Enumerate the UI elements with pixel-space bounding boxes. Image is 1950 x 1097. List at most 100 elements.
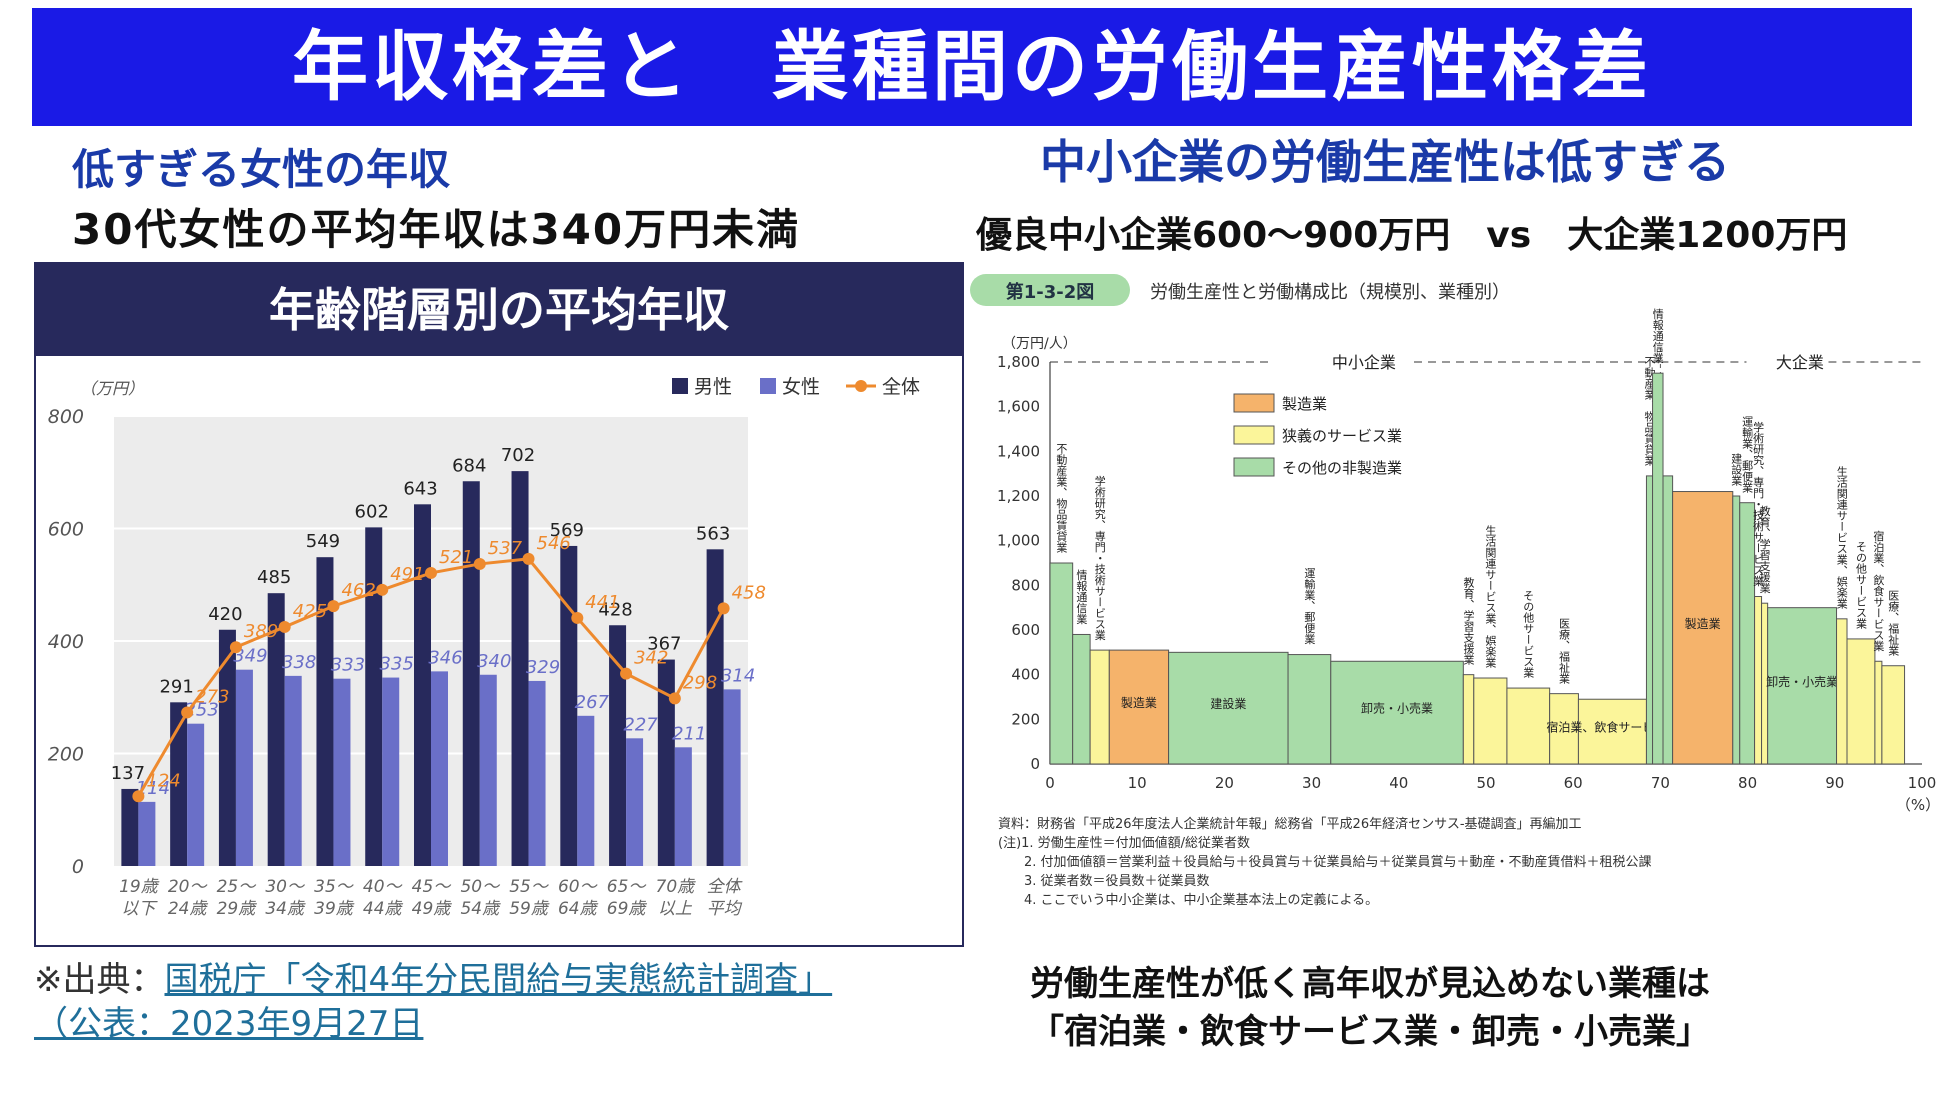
segment-label: 宿泊業、飲食サービス業: [1546, 720, 1678, 735]
segment-label: 情報通信業: [1075, 569, 1088, 624]
segment-label: 生活関連サービス業、娯楽業: [1835, 465, 1848, 609]
point-total: [425, 566, 437, 579]
y-tick-label: 200: [1011, 710, 1040, 728]
data-label-male: 684: [452, 455, 486, 476]
data-label-total: 441: [585, 592, 619, 613]
y-tick-label: 1,200: [997, 487, 1040, 505]
group-label-bg: [1269, 348, 1410, 376]
legend-label-female: 女性: [782, 376, 820, 398]
data-label-male: 563: [696, 523, 730, 544]
data-label-female: 211: [672, 723, 706, 744]
x-tick-label: 49歳: [412, 899, 453, 919]
y-tick-label: 1,000: [997, 532, 1040, 550]
income-chart-panel: 年齢階層別の平均年収 0 200 400 600 800 （万円） 137 114 19歳 以下 2…: [34, 262, 964, 947]
x-tick-label: 60～: [558, 877, 599, 897]
segment-bar: [1836, 618, 1848, 765]
segment-bar: [1287, 654, 1332, 765]
data-label-male: 367: [647, 634, 681, 655]
bar-male: [218, 629, 236, 866]
bar-male: [267, 593, 285, 866]
data-label-total: 273: [195, 686, 229, 707]
bar-female: [479, 674, 497, 866]
bar-male: [560, 545, 578, 866]
title-bar: 年収格差と 業種間の労働生産性格差: [32, 8, 1912, 126]
data-label-total: 124: [146, 770, 180, 791]
segment-label: 製造業: [1685, 617, 1721, 631]
income-chart-header: 年齢階層別の平均年収: [36, 264, 962, 356]
data-label-total: 546: [537, 533, 571, 554]
data-label-total: 389: [244, 621, 278, 642]
segment-bar: [1049, 562, 1074, 765]
point-total: [717, 602, 730, 615]
data-label-female: 349: [233, 646, 267, 667]
y-tick-label: 600: [1011, 621, 1040, 639]
bar-female: [626, 738, 644, 866]
y-tick-label: 800: [48, 406, 84, 428]
data-label-female: 340: [477, 651, 511, 672]
x-tick-label: 以上: [658, 899, 693, 919]
y-tick-label: 0: [72, 856, 84, 878]
group-label-bg: [1746, 348, 1829, 376]
bar-male: [316, 557, 334, 866]
bar-male: [609, 625, 627, 866]
segment-bar: [1462, 674, 1475, 765]
left-heading: 低すぎる女性の年収: [72, 145, 451, 194]
bar-female: [333, 678, 351, 866]
data-label-male: 291: [159, 676, 193, 697]
figure-label: 第1-3-2図: [1006, 281, 1095, 303]
segment-label: 卸売・小売業: [1361, 701, 1433, 716]
note-line: 4. ここでいう中小企業は、中小企業基本法上の定義による。: [1024, 892, 1378, 908]
x-tick-label: 30～: [265, 877, 306, 897]
point-total: [522, 552, 535, 565]
source-link[interactable]: 国税庁「令和4年分民間給与実態統計調査」: [164, 960, 833, 1000]
point-total: [327, 600, 340, 613]
x-tick-label: 69歳: [607, 899, 648, 919]
segment-bar: [1662, 475, 1674, 765]
point-total: [473, 557, 486, 570]
x-tick-label: 24歳: [168, 899, 209, 919]
data-label-total: 425: [293, 601, 327, 622]
segment-label: 運輸業、郵便業: [1741, 415, 1754, 492]
segment-label: 不動産業、物品賃貸業: [1055, 443, 1068, 553]
page-title: 年収格差と 業種間の労働生産性格差: [292, 22, 1652, 111]
x-axis-unit: （%）: [1896, 796, 1940, 814]
data-label-male: 643: [403, 478, 437, 499]
data-label-male: 420: [208, 604, 242, 625]
segment-bar: [1330, 660, 1464, 765]
data-label-male: 602: [355, 501, 389, 522]
legend-point-total: [855, 380, 867, 392]
x-tick-label: 65～: [607, 877, 648, 897]
y-tick-label: 0: [1030, 755, 1040, 773]
group-label-large: 大企業: [1776, 353, 1824, 372]
y-tick-label: 400: [48, 631, 84, 653]
data-label-male: 137: [111, 763, 145, 784]
x-tick-label: 平均: [707, 899, 743, 919]
figure-label-tag: [970, 274, 1130, 306]
x-tick-label: 50: [1476, 774, 1495, 792]
point-total: [229, 641, 242, 654]
source-date-link[interactable]: （公表：2023年9月27日: [34, 1004, 424, 1044]
y-tick-label: 1,400: [997, 442, 1040, 460]
data-label-female: 346: [428, 647, 462, 668]
segment-label: 情報通信業: [1651, 308, 1664, 363]
segment-label: 医療、福祉業: [1887, 590, 1900, 656]
right-heading: 中小企業の労働生産性は低すぎる: [1040, 135, 1730, 189]
segment-label: 運輸業、郵便業: [1303, 567, 1316, 644]
data-label-total: 462: [341, 580, 375, 601]
data-label-male: 569: [550, 520, 584, 541]
bar-female: [382, 677, 400, 866]
x-tick-label: 50～: [460, 877, 501, 897]
bar-female: [138, 801, 156, 866]
data-label-female: 314: [721, 665, 755, 686]
x-tick-label: 39歳: [314, 899, 355, 919]
data-label-total: 458: [732, 582, 766, 603]
bar-male: [414, 504, 431, 866]
segment-label: 建設業: [1730, 452, 1743, 486]
segment-bar: [1732, 495, 1741, 765]
bar-female: [577, 715, 595, 866]
bar-male: [365, 527, 383, 866]
bar-female: [187, 723, 205, 866]
x-tick-label: 29歳: [217, 899, 258, 919]
data-label-female: 333: [331, 655, 365, 676]
legend-label-total: 全体: [882, 376, 920, 398]
